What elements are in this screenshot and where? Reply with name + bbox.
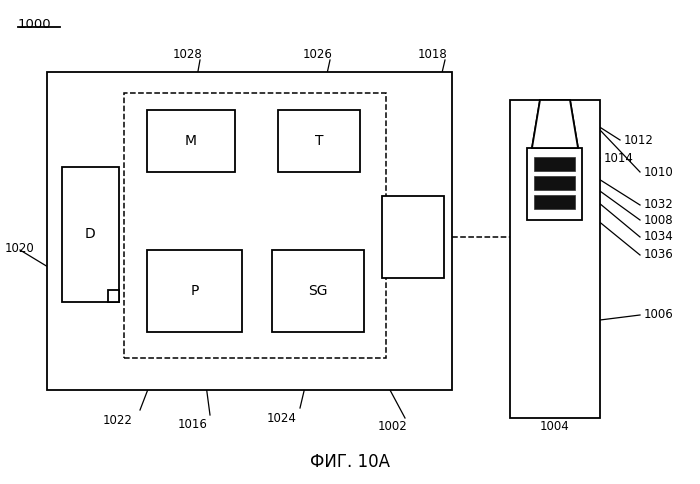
Text: 1014: 1014 xyxy=(604,151,634,165)
Bar xyxy=(147,250,242,332)
Text: 1004: 1004 xyxy=(540,421,570,434)
Bar xyxy=(124,93,386,358)
Text: 1026: 1026 xyxy=(303,48,333,61)
Text: P: P xyxy=(190,284,199,298)
Text: 1010: 1010 xyxy=(644,166,673,179)
Text: ФИГ. 10А: ФИГ. 10А xyxy=(310,453,390,471)
Text: M: M xyxy=(185,134,197,148)
Text: 1028: 1028 xyxy=(173,48,203,61)
Text: T: T xyxy=(315,134,323,148)
Text: 1034: 1034 xyxy=(644,230,673,243)
Bar xyxy=(534,195,575,209)
Text: 1032: 1032 xyxy=(644,198,673,212)
Bar xyxy=(527,148,582,220)
Text: 1002: 1002 xyxy=(378,421,408,434)
Text: 1036: 1036 xyxy=(644,248,673,261)
Bar xyxy=(278,110,360,172)
Text: 1022: 1022 xyxy=(103,413,133,426)
Text: 1018: 1018 xyxy=(418,48,448,61)
Bar xyxy=(510,100,600,418)
Bar xyxy=(534,157,575,171)
Text: 1024: 1024 xyxy=(267,411,297,424)
Bar xyxy=(108,290,119,302)
Text: D: D xyxy=(85,227,95,241)
Bar xyxy=(534,176,575,190)
Polygon shape xyxy=(532,100,578,148)
Text: 1000: 1000 xyxy=(18,18,52,31)
Bar xyxy=(272,250,364,332)
Text: 1016: 1016 xyxy=(178,419,208,432)
Bar xyxy=(62,167,119,302)
Text: 1008: 1008 xyxy=(644,213,673,227)
Bar xyxy=(147,110,235,172)
Text: 1006: 1006 xyxy=(644,308,673,321)
Bar xyxy=(47,72,452,390)
Text: SG: SG xyxy=(308,284,328,298)
Bar xyxy=(382,196,444,278)
Text: 1020: 1020 xyxy=(5,242,35,255)
Text: 1012: 1012 xyxy=(624,134,654,147)
